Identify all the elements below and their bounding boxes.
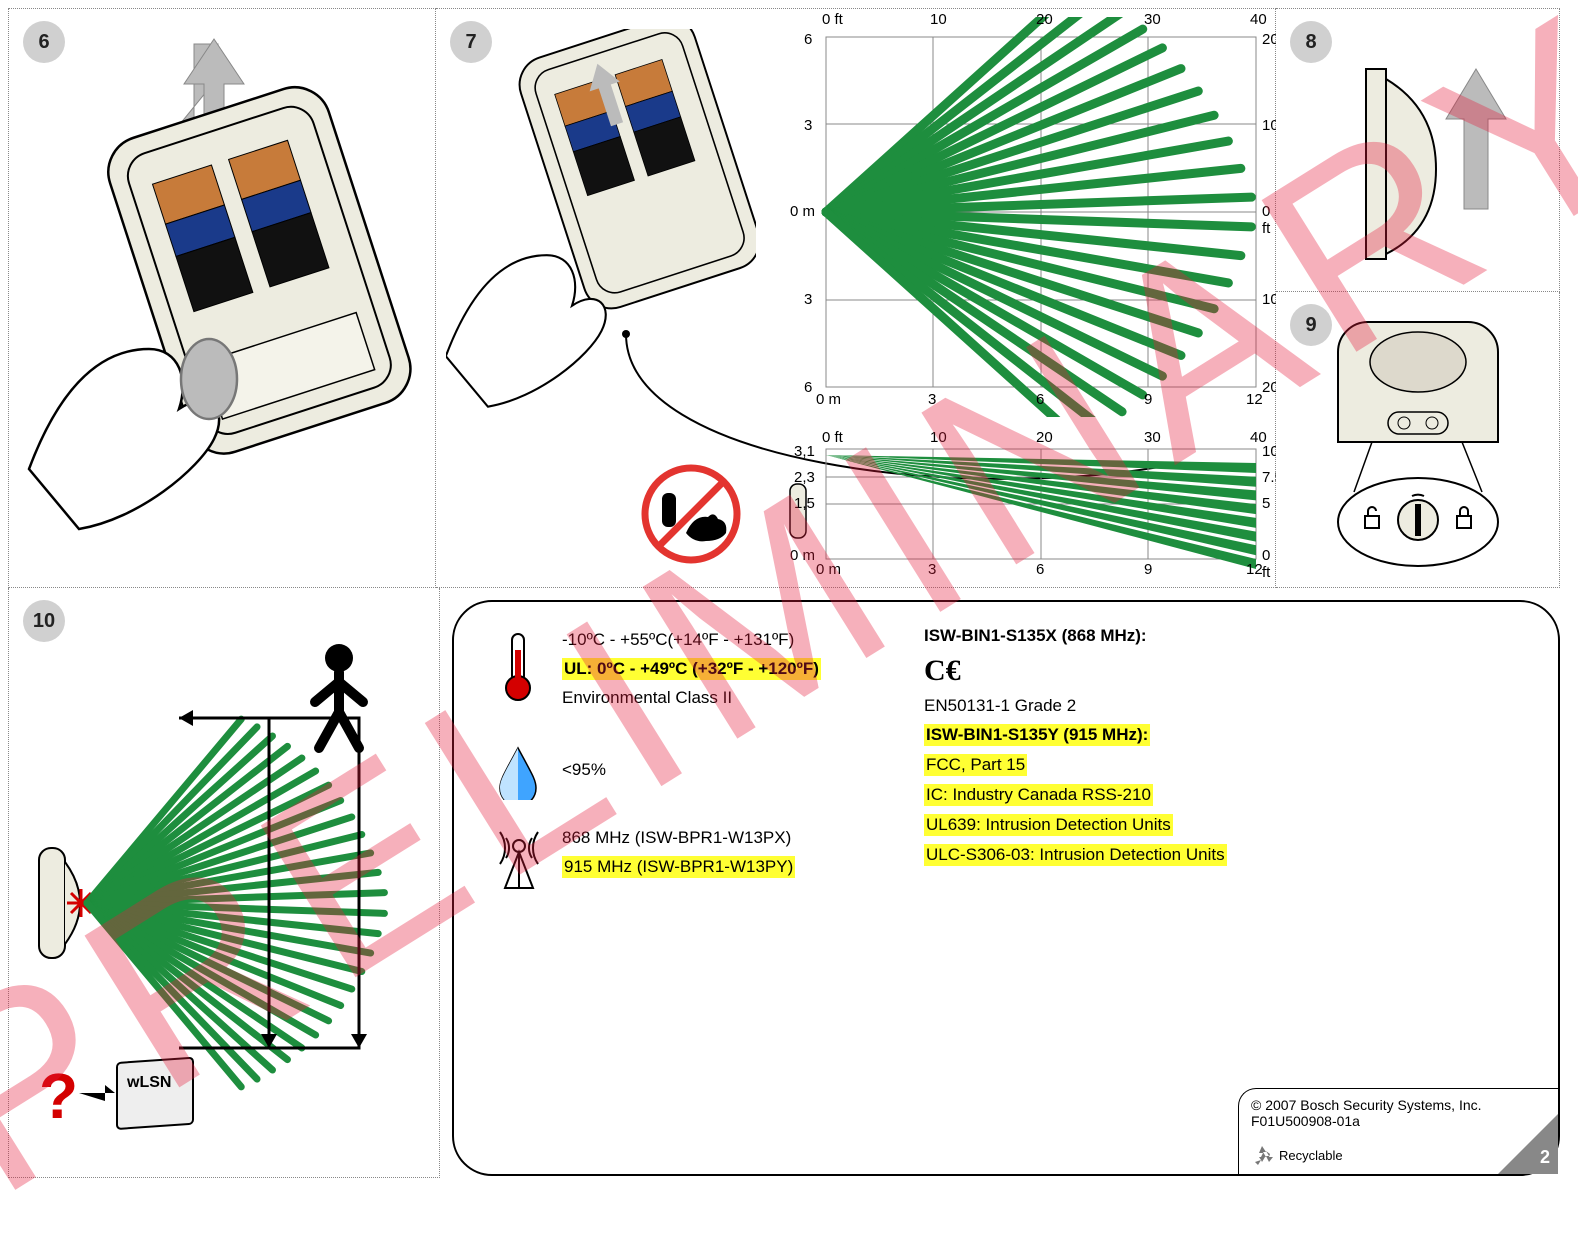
temp-range: -10ºC - +55ºC(+14ºF - +131ºF) (562, 630, 821, 650)
tc-b-3: 9 (1144, 391, 1152, 408)
sc-l-3: 0 m (790, 547, 815, 564)
sc-b-4: 12 (1246, 561, 1263, 578)
model-x-header: ISW-BIN1-S135X (868 MHz): (924, 626, 1484, 646)
tc-b-2: 6 (1036, 391, 1044, 408)
sc-top-1: 10 (930, 429, 947, 446)
tc-b-0: 0 m (816, 391, 841, 408)
temp-ul: UL: 0ºC - +49ºC (+32ºF - +120ºF) (562, 658, 821, 680)
tc-top-0: 0 ft (822, 11, 843, 28)
sc-top-3: 30 (1144, 429, 1161, 446)
humidity: <95% (562, 744, 606, 780)
side-view-chart: 0 ft 10 20 30 40 3,1 2,3 1,5 0 m 10 7.5 … (776, 429, 1266, 579)
sc-l-1: 2,3 (794, 469, 815, 486)
tc-l-3: 3 (804, 291, 812, 308)
model-y-header: ISW-BIN1-S135Y (915 MHz): (924, 724, 1150, 746)
footer-recyclable: Recyclable (1279, 1148, 1343, 1163)
sc-top-0: 0 ft (822, 429, 843, 446)
sc-r-3: 0 ft (1262, 547, 1270, 581)
sc-b-0: 0 m (816, 561, 841, 578)
cert-fcc: FCC, Part 15 (924, 754, 1027, 776)
tc-b-4: 12 (1246, 391, 1263, 408)
page-number: 2 (1540, 1147, 1550, 1168)
module-label: wLSN (126, 1074, 171, 1091)
step-badge-9: 9 (1290, 304, 1332, 346)
panel-step-10: 10 (8, 588, 440, 1178)
tc-top-2: 20 (1036, 11, 1053, 28)
step-badge-10: 10 (23, 600, 65, 642)
recycle-icon (1251, 1144, 1273, 1166)
specs-left-column: -10ºC - +55ºC(+14ºF - +131ºF) UL: 0ºC - … (494, 630, 894, 920)
sc-b-3: 9 (1144, 561, 1152, 578)
sc-l-2: 1,5 (794, 495, 815, 512)
ce-mark: C€ (924, 654, 1484, 688)
antenna-icon (494, 828, 542, 892)
step6-illustration (9, 9, 437, 589)
cert-ul639: UL639: Intrusion Detection Units (924, 814, 1173, 836)
tc-b-1: 3 (928, 391, 936, 408)
en-grade: EN50131-1 Grade 2 (924, 696, 1484, 716)
freq-868: 868 MHz (ISW-BPR1-W13PX) (562, 828, 795, 848)
panel-step-7: 7 (436, 8, 1276, 588)
panel-step-6: 6 (8, 8, 436, 588)
step-badge-8: 8 (1290, 21, 1332, 63)
tc-top-1: 10 (930, 11, 947, 28)
sc-top-2: 20 (1036, 429, 1053, 446)
cert-ulc: ULC-S306-03: Intrusion Detection Units (924, 844, 1227, 866)
panel-step-9: 9 (1276, 292, 1560, 588)
tc-l-0: 6 (804, 31, 812, 48)
tc-r-2: 0 ft (1262, 203, 1270, 237)
env-class: Environmental Class II (562, 688, 821, 708)
tc-l-4: 6 (804, 379, 812, 396)
step10-illustration: ? wLSN (9, 588, 441, 1178)
sc-l-0: 3,1 (794, 443, 815, 460)
footer-copyright: © 2007 Bosch Security Systems, Inc. (1251, 1097, 1546, 1113)
question-icon: ? (39, 1060, 78, 1132)
cert-ic: IC: Industry Canada RSS-210 (924, 784, 1153, 806)
sc-b-2: 6 (1036, 561, 1044, 578)
tc-top-4: 40 (1250, 11, 1267, 28)
tc-l-1: 3 (804, 117, 812, 134)
freq-915: 915 MHz (ISW-BPR1-W13PY) (562, 856, 795, 878)
sc-r-2: 5 (1262, 495, 1270, 512)
thermometer-icon (494, 630, 542, 702)
specs-panel: -10ºC - +55ºC(+14ºF - +131ºF) UL: 0ºC - … (452, 600, 1560, 1176)
panel-step-8: 8 (1276, 8, 1560, 292)
tc-top-3: 30 (1144, 11, 1161, 28)
tc-l-2: 0 m (790, 203, 815, 220)
footer-box: © 2007 Bosch Security Systems, Inc. F01U… (1238, 1088, 1558, 1174)
humidity-icon (494, 744, 542, 800)
top-view-chart: 0 ft 10 20 30 40 6 3 0 m 3 6 20 10 0 ft … (776, 17, 1266, 417)
specs-right-column: ISW-BIN1-S135X (868 MHz): C€ EN50131-1 G… (924, 626, 1484, 874)
sc-b-1: 3 (928, 561, 936, 578)
